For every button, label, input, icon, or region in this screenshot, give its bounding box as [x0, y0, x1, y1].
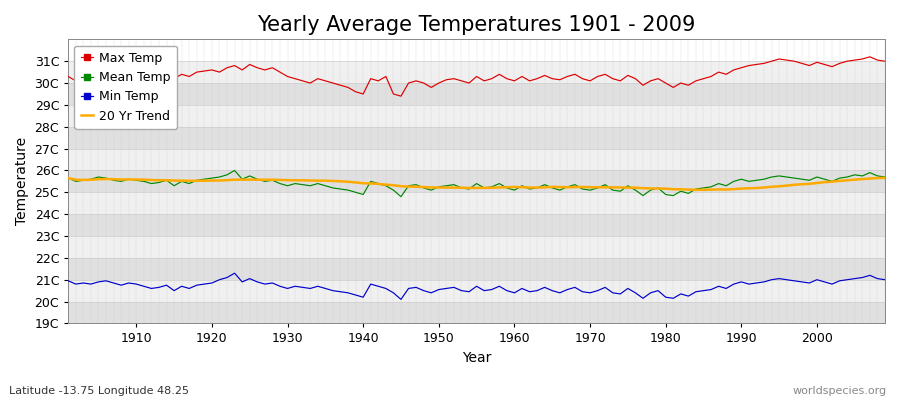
Min Temp	[517, 286, 527, 291]
Line: 20 Yr Trend: 20 Yr Trend	[68, 178, 885, 190]
Mean Temp	[230, 168, 240, 173]
Line: Max Temp: Max Temp	[68, 57, 885, 96]
Min Temp	[879, 277, 890, 282]
Bar	[68, 258, 885, 280]
Mean Temp	[343, 188, 354, 192]
Max Temp	[335, 83, 346, 88]
20 Yr Trend	[690, 187, 701, 192]
Mean Temp	[123, 177, 134, 182]
Min Temp	[524, 289, 535, 294]
Mean Temp	[615, 189, 626, 194]
Bar	[68, 83, 885, 105]
Bar	[68, 236, 885, 258]
Min Temp	[396, 297, 407, 302]
Min Temp	[230, 271, 240, 276]
Max Temp	[123, 74, 134, 79]
X-axis label: Year: Year	[462, 351, 491, 365]
20 Yr Trend	[335, 179, 346, 184]
Mean Temp	[297, 182, 308, 187]
Legend: Max Temp, Mean Temp, Min Temp, 20 Yr Trend: Max Temp, Mean Temp, Min Temp, 20 Yr Tre…	[75, 46, 177, 129]
Max Temp	[879, 59, 890, 64]
Max Temp	[509, 78, 520, 83]
Y-axis label: Temperature: Temperature	[15, 137, 29, 226]
Bar	[68, 192, 885, 214]
Min Temp	[63, 278, 74, 283]
20 Yr Trend	[501, 185, 512, 190]
Max Temp	[517, 74, 527, 79]
Bar	[68, 148, 885, 170]
Max Temp	[396, 94, 407, 98]
Text: worldspecies.org: worldspecies.org	[792, 386, 886, 396]
Mean Temp	[517, 183, 527, 188]
Bar	[68, 214, 885, 236]
20 Yr Trend	[123, 177, 134, 182]
Max Temp	[290, 76, 301, 81]
Mean Temp	[63, 176, 74, 180]
Min Temp	[297, 285, 308, 290]
Text: Latitude -13.75 Longitude 48.25: Latitude -13.75 Longitude 48.25	[9, 386, 189, 396]
Max Temp	[63, 74, 74, 79]
Bar	[68, 280, 885, 302]
Bar	[68, 61, 885, 83]
20 Yr Trend	[879, 176, 890, 180]
Mean Temp	[524, 187, 535, 192]
Bar	[68, 105, 885, 127]
Min Temp	[343, 290, 354, 295]
Line: Mean Temp: Mean Temp	[68, 170, 885, 197]
Mean Temp	[879, 175, 890, 180]
20 Yr Trend	[63, 176, 74, 180]
Min Temp	[615, 292, 626, 296]
Title: Yearly Average Temperatures 1901 - 2009: Yearly Average Temperatures 1901 - 2009	[257, 15, 696, 35]
20 Yr Trend	[509, 185, 520, 190]
20 Yr Trend	[290, 178, 301, 183]
Max Temp	[608, 76, 618, 81]
Min Temp	[123, 280, 134, 285]
Bar	[68, 127, 885, 148]
Line: Min Temp: Min Temp	[68, 273, 885, 299]
20 Yr Trend	[599, 185, 610, 190]
Mean Temp	[396, 194, 407, 199]
Max Temp	[865, 54, 876, 59]
Bar	[68, 302, 885, 324]
Bar	[68, 170, 885, 192]
